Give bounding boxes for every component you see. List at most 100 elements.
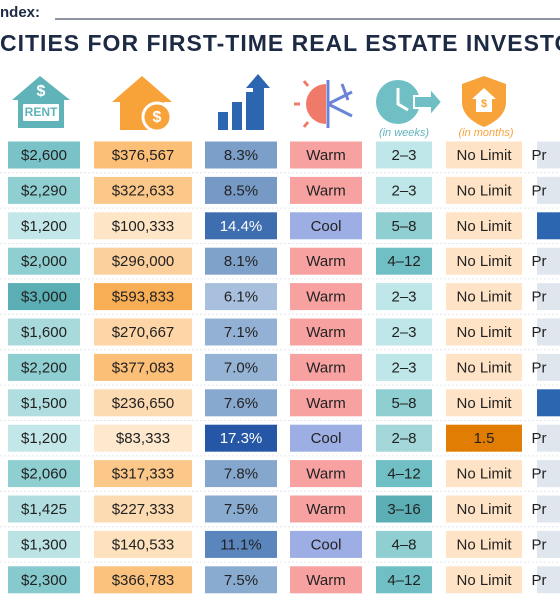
cell-text: $140,533 xyxy=(112,536,175,553)
rent-icon: $ RENT xyxy=(12,76,70,128)
price-icon: $ xyxy=(112,76,173,133)
cell-bg xyxy=(376,318,432,346)
cell-bg xyxy=(446,247,522,275)
cell-text: 2–3 xyxy=(391,182,416,199)
cell-bg xyxy=(376,141,432,169)
cell-bg xyxy=(8,353,80,381)
cell-text: 7.6% xyxy=(224,395,258,412)
cell-text: $1,200 xyxy=(21,218,67,235)
cell-text: Pr xyxy=(532,430,547,447)
cell-text: Pr xyxy=(532,536,547,553)
cell-bg xyxy=(376,460,432,488)
cell-bg xyxy=(290,176,362,204)
cell-bg xyxy=(537,141,560,169)
cell-text: Pr xyxy=(532,466,547,483)
cell-bg xyxy=(290,353,362,381)
cell-text: Warm xyxy=(306,289,345,306)
rate-icon xyxy=(218,74,270,130)
cell-bg xyxy=(376,283,432,311)
cell-text: 2–3 xyxy=(391,147,416,164)
cell-text: No Limit xyxy=(456,289,512,306)
cell-bg xyxy=(94,566,192,594)
weeks-note: (in weeks) xyxy=(379,127,429,139)
cell-text: 7.5% xyxy=(224,501,258,518)
cell-text: 8.3% xyxy=(224,147,258,164)
cell-text: No Limit xyxy=(456,359,512,376)
cell-bg xyxy=(94,141,192,169)
cell-bg xyxy=(290,141,362,169)
cell-text: $1,300 xyxy=(21,536,67,553)
rent-label: RENT xyxy=(25,105,58,119)
cell-bg xyxy=(8,424,80,452)
cell-text: $83,333 xyxy=(116,430,170,447)
months-note: (in months) xyxy=(458,127,513,139)
cell-bg xyxy=(376,495,432,523)
cell-bg xyxy=(205,495,277,523)
cell-text: 7.1% xyxy=(224,324,258,341)
cell-bg xyxy=(376,424,432,452)
cell-bg xyxy=(94,283,192,311)
cell-bg xyxy=(446,566,522,594)
cell-text: $317,333 xyxy=(112,466,175,483)
cell-bg xyxy=(8,176,80,204)
cell-bg xyxy=(446,212,522,240)
cell-bg xyxy=(8,283,80,311)
cell-bg xyxy=(537,353,560,381)
cell-bg xyxy=(376,247,432,275)
cell-bg xyxy=(537,176,560,204)
cell-bg xyxy=(290,318,362,346)
cell-bg xyxy=(205,460,277,488)
cell-bg xyxy=(537,283,560,311)
cell-bg xyxy=(446,141,522,169)
cell-bg xyxy=(8,530,80,558)
months-icon: $ xyxy=(462,76,506,127)
climate-icon xyxy=(294,80,353,128)
cell-bg xyxy=(205,247,277,275)
cell-bg xyxy=(376,389,432,417)
weeks-icon xyxy=(376,80,444,124)
cell-text: 2–3 xyxy=(391,324,416,341)
cell-text: 4–12 xyxy=(387,572,420,589)
cell-bg xyxy=(94,212,192,240)
cell-bg xyxy=(376,353,432,381)
rent-symbol: $ xyxy=(37,83,46,100)
cell-bg xyxy=(446,318,522,346)
cell-text: $377,083 xyxy=(112,359,175,376)
cell-text: No Limit xyxy=(456,395,512,412)
cell-text: Warm xyxy=(306,572,345,589)
cell-bg xyxy=(290,283,362,311)
cell-text: No Limit xyxy=(456,253,512,270)
cell-text: $2,060 xyxy=(21,466,67,483)
cell-text: $236,650 xyxy=(112,395,175,412)
cell-bg xyxy=(8,212,80,240)
title: CITIES FOR FIRST-TIME REAL ESTATE INVEST… xyxy=(0,30,560,56)
cell-text: Cool xyxy=(311,536,342,553)
cell-text: $1,200 xyxy=(21,430,67,447)
cell-bg xyxy=(446,389,522,417)
cell-text: Warm xyxy=(306,501,345,518)
cell-text: No Limit xyxy=(456,218,512,235)
cell-bg xyxy=(94,495,192,523)
cell-text: 4–8 xyxy=(391,536,416,553)
cell-bg xyxy=(290,247,362,275)
cell-text: 7.5% xyxy=(224,572,258,589)
cell-text: $1,500 xyxy=(21,395,67,412)
cell-text: Cool xyxy=(311,218,342,235)
price-symbol: $ xyxy=(153,109,162,126)
cell-bg xyxy=(94,389,192,417)
cell-text: $2,000 xyxy=(21,253,67,270)
cell-text: Warm xyxy=(306,359,345,376)
cell-bg xyxy=(8,318,80,346)
cell-text: Pr xyxy=(532,572,547,589)
cell-bg xyxy=(537,389,560,417)
cell-bg xyxy=(205,353,277,381)
cell-bg xyxy=(205,318,277,346)
cell-text: Pr xyxy=(532,359,547,376)
cell-text: $2,290 xyxy=(21,182,67,199)
cell-text: 5–8 xyxy=(391,395,416,412)
cell-bg xyxy=(8,247,80,275)
cell-bg xyxy=(290,495,362,523)
cell-bg xyxy=(94,247,192,275)
cell-text: $270,667 xyxy=(112,324,175,341)
